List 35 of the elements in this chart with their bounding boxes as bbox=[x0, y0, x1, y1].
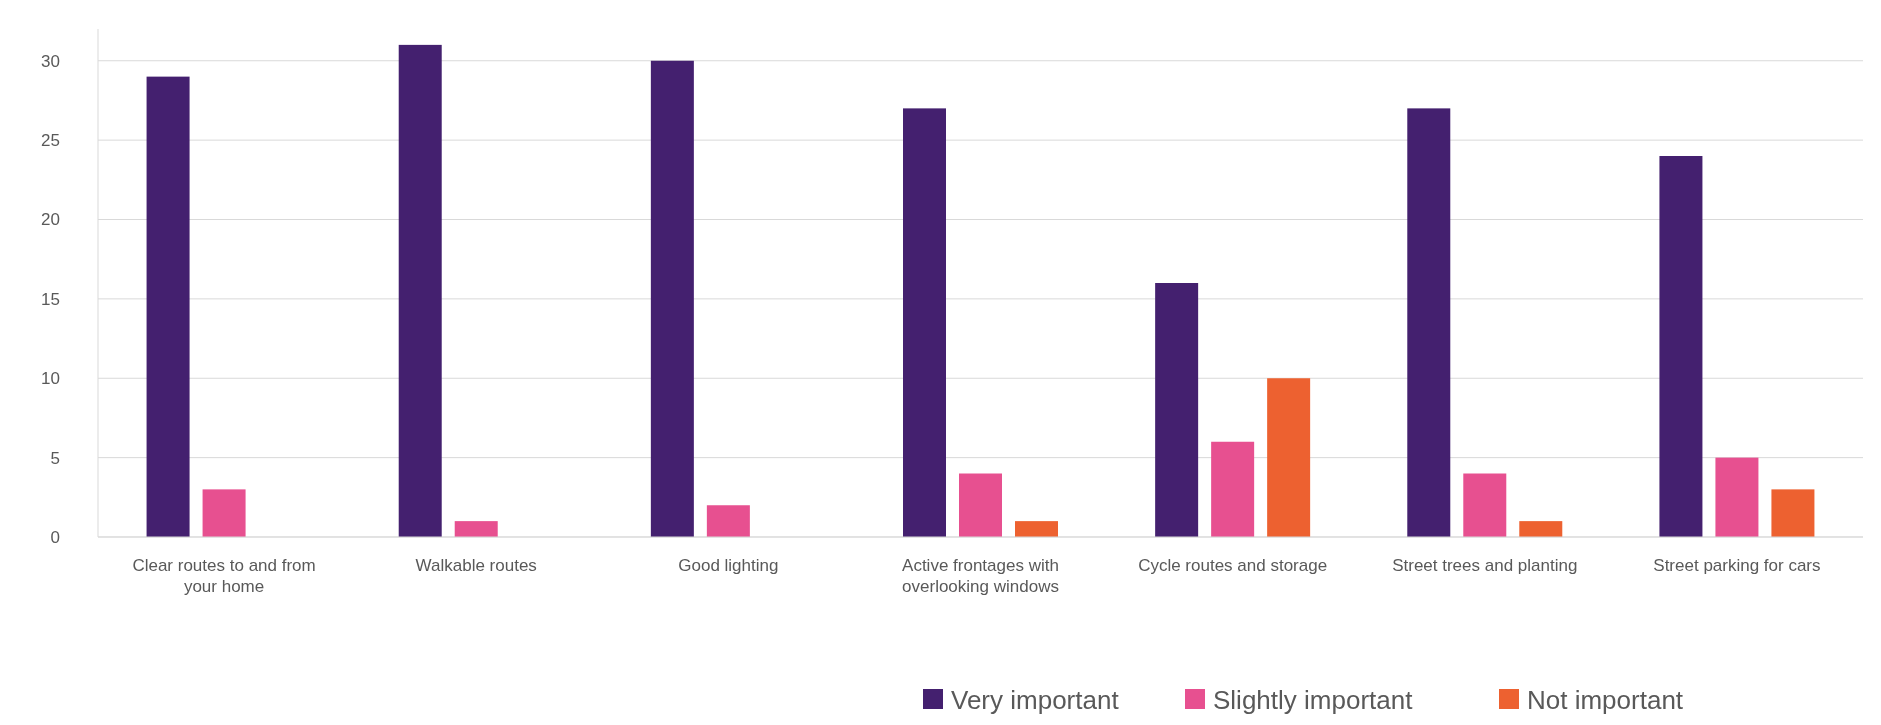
bar bbox=[146, 76, 190, 537]
x-tick-label: Street parking for cars bbox=[1653, 556, 1821, 575]
y-tick-label: 10 bbox=[41, 369, 60, 389]
bar bbox=[1407, 108, 1451, 537]
y-tick-label: 20 bbox=[41, 210, 60, 230]
bar bbox=[398, 44, 442, 537]
y-tick-label: 15 bbox=[41, 289, 60, 309]
x-tick-label: Cycle routes and storage bbox=[1138, 556, 1328, 575]
bar bbox=[959, 473, 1002, 537]
bar bbox=[1659, 156, 1703, 537]
x-tick-label: Good lighting bbox=[678, 556, 779, 575]
x-tick-label: Street trees and planting bbox=[1392, 556, 1578, 575]
legend-label: Very important bbox=[951, 685, 1120, 715]
bar bbox=[1463, 473, 1507, 537]
bar bbox=[1155, 283, 1199, 537]
legend-label: Slightly important bbox=[1213, 685, 1414, 715]
x-tick-label: Active frontages with overlooking windows bbox=[902, 556, 1059, 597]
y-tick-label: 5 bbox=[50, 448, 60, 468]
bar bbox=[1267, 378, 1311, 537]
y-tick-label: 25 bbox=[41, 131, 60, 151]
bar bbox=[202, 489, 246, 537]
bar bbox=[903, 108, 946, 537]
x-tick-label: Walkable routes bbox=[415, 556, 537, 575]
bar bbox=[1211, 441, 1255, 537]
bar bbox=[1519, 521, 1563, 537]
bar bbox=[1771, 489, 1815, 537]
bar bbox=[706, 505, 750, 537]
y-tick-label: 0 bbox=[50, 527, 60, 547]
bar bbox=[454, 521, 498, 537]
x-tick-label: Clear routes to and from your home bbox=[132, 556, 316, 597]
legend-label: Not important bbox=[1527, 685, 1684, 715]
y-tick-label: 30 bbox=[41, 51, 60, 71]
bar bbox=[1715, 457, 1759, 537]
bar bbox=[1015, 521, 1058, 537]
bar bbox=[650, 60, 694, 537]
